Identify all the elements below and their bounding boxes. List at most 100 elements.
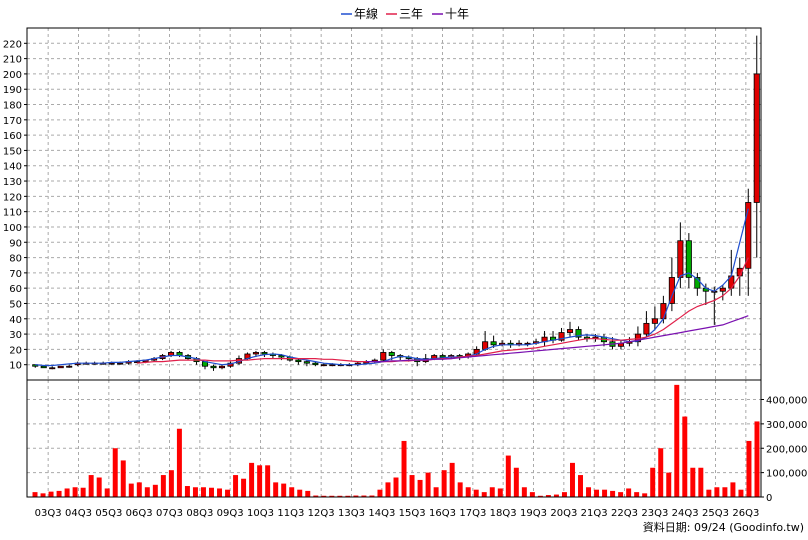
x-tick-label: 08Q3 bbox=[186, 508, 213, 519]
volume-bar bbox=[160, 475, 166, 497]
x-tick-label: 21Q3 bbox=[581, 508, 608, 519]
candle-body bbox=[694, 277, 701, 289]
x-tick-label: 10Q3 bbox=[247, 508, 274, 519]
volume-bar bbox=[176, 428, 182, 497]
volume-bar bbox=[313, 495, 319, 497]
x-tick-label: 12Q3 bbox=[308, 508, 335, 519]
volume-bar bbox=[457, 482, 463, 497]
volume-bar bbox=[72, 487, 78, 497]
volume-bar bbox=[594, 489, 600, 497]
candle-body bbox=[745, 202, 752, 269]
x-tick-label: 18Q3 bbox=[490, 508, 517, 519]
x-tick-label: 17Q3 bbox=[459, 508, 486, 519]
volume-bar bbox=[618, 492, 624, 497]
volume-y-tick-label: 300,000 bbox=[766, 420, 807, 431]
volume-bar bbox=[626, 488, 632, 497]
x-axis: 03Q3 04Q3 05Q3 06Q3 07Q3 08Q3 09Q3 10Q3 11Q3 12Q3… bbox=[35, 508, 760, 519]
volume-bar bbox=[610, 490, 616, 497]
volume-bar bbox=[329, 495, 335, 497]
price-y-tick-label: 80 bbox=[9, 254, 22, 265]
price-y-tick-label: 210 bbox=[3, 55, 22, 66]
moving-average-lines bbox=[35, 208, 749, 367]
volume-bar bbox=[449, 462, 455, 497]
legend-label-three-year: 三年 bbox=[399, 7, 423, 21]
volume-bar bbox=[513, 467, 519, 497]
volume-bar bbox=[738, 489, 744, 497]
price-y-tick-label: 160 bbox=[3, 131, 22, 142]
candle-body bbox=[380, 352, 387, 361]
volume-y-tick-label: 0 bbox=[766, 493, 772, 504]
volume-bar bbox=[104, 488, 110, 497]
x-tick-label: 11Q3 bbox=[277, 508, 304, 519]
volume-bar bbox=[505, 455, 511, 497]
x-tick-label: 07Q3 bbox=[156, 508, 183, 519]
candle-body bbox=[49, 367, 56, 370]
volume-bar bbox=[754, 421, 760, 497]
volume-y-tick-label: 200,000 bbox=[766, 444, 807, 455]
volume-bar bbox=[634, 492, 640, 497]
volume-bar bbox=[345, 495, 351, 497]
x-tick-label: 14Q3 bbox=[368, 508, 395, 519]
price-panel: 10 20 30 40 50 60 70 80 90 100 110 120 130 140 150 160 1… bbox=[3, 27, 762, 381]
volume-bar bbox=[433, 487, 439, 497]
volume-bar bbox=[249, 462, 255, 497]
candle-body bbox=[57, 365, 64, 369]
volume-bar bbox=[88, 475, 94, 497]
candle-body bbox=[312, 362, 319, 366]
volume-bar bbox=[56, 490, 62, 497]
volume-bar bbox=[361, 495, 367, 497]
volume-bar bbox=[184, 486, 190, 497]
price-y-tick-label: 110 bbox=[3, 208, 22, 219]
volume-bar bbox=[586, 487, 592, 497]
price-y-tick-label: 120 bbox=[3, 192, 22, 203]
candle-body bbox=[329, 364, 336, 367]
price-y-tick-label: 40 bbox=[9, 315, 22, 326]
volume-bar bbox=[136, 482, 142, 497]
candle-body bbox=[753, 73, 760, 203]
volume-bar bbox=[241, 478, 247, 497]
volume-bar bbox=[578, 475, 583, 497]
candle-body bbox=[388, 352, 395, 356]
price-y-tick-label: 20 bbox=[9, 345, 22, 356]
volume-bar bbox=[289, 487, 295, 497]
volume-bar bbox=[305, 490, 311, 497]
volume-bars bbox=[32, 384, 760, 497]
candle-body bbox=[439, 355, 446, 358]
volume-bar bbox=[168, 470, 174, 497]
volume-bar bbox=[112, 448, 118, 497]
x-tick-label: 20Q3 bbox=[550, 508, 577, 519]
volume-bar bbox=[377, 489, 383, 497]
volume-bar bbox=[425, 472, 431, 497]
price-y-tick-label: 30 bbox=[9, 330, 22, 341]
candle-body bbox=[685, 240, 692, 278]
volume-bar bbox=[200, 487, 206, 497]
volume-bar bbox=[48, 491, 54, 497]
volume-bar bbox=[658, 448, 664, 497]
volume-bar bbox=[120, 460, 126, 497]
volume-bar bbox=[569, 462, 575, 497]
volume-bar bbox=[369, 495, 375, 497]
volume-bar bbox=[746, 440, 752, 497]
price-y-axis: 10 20 30 40 50 60 70 80 90 100 110 120 130 140 150 160 1… bbox=[3, 39, 27, 372]
legend-label-ten-year: 十年 bbox=[445, 7, 469, 21]
volume-bar bbox=[152, 484, 158, 497]
x-tick-label: 23Q3 bbox=[641, 508, 668, 519]
candle-body bbox=[320, 364, 327, 367]
price-y-tick-label: 220 bbox=[3, 39, 22, 50]
price-y-tick-label: 150 bbox=[3, 146, 22, 157]
price-y-tick-label: 180 bbox=[3, 101, 22, 112]
price-y-tick-label: 130 bbox=[3, 177, 22, 188]
x-tick-label: 05Q3 bbox=[95, 508, 122, 519]
price-y-tick-label: 200 bbox=[3, 70, 22, 81]
volume-y-tick-label: 400,000 bbox=[766, 396, 807, 407]
volume-bar bbox=[690, 467, 696, 497]
candle-body bbox=[303, 361, 310, 364]
price-y-tick-label: 70 bbox=[9, 269, 22, 280]
candle-body bbox=[719, 287, 726, 292]
volume-bar bbox=[281, 483, 287, 497]
candle-body bbox=[660, 303, 667, 320]
volume-bar bbox=[80, 487, 86, 497]
volume-bar bbox=[529, 492, 535, 497]
volume-bar bbox=[64, 488, 70, 497]
price-y-tick-label: 170 bbox=[3, 116, 22, 127]
